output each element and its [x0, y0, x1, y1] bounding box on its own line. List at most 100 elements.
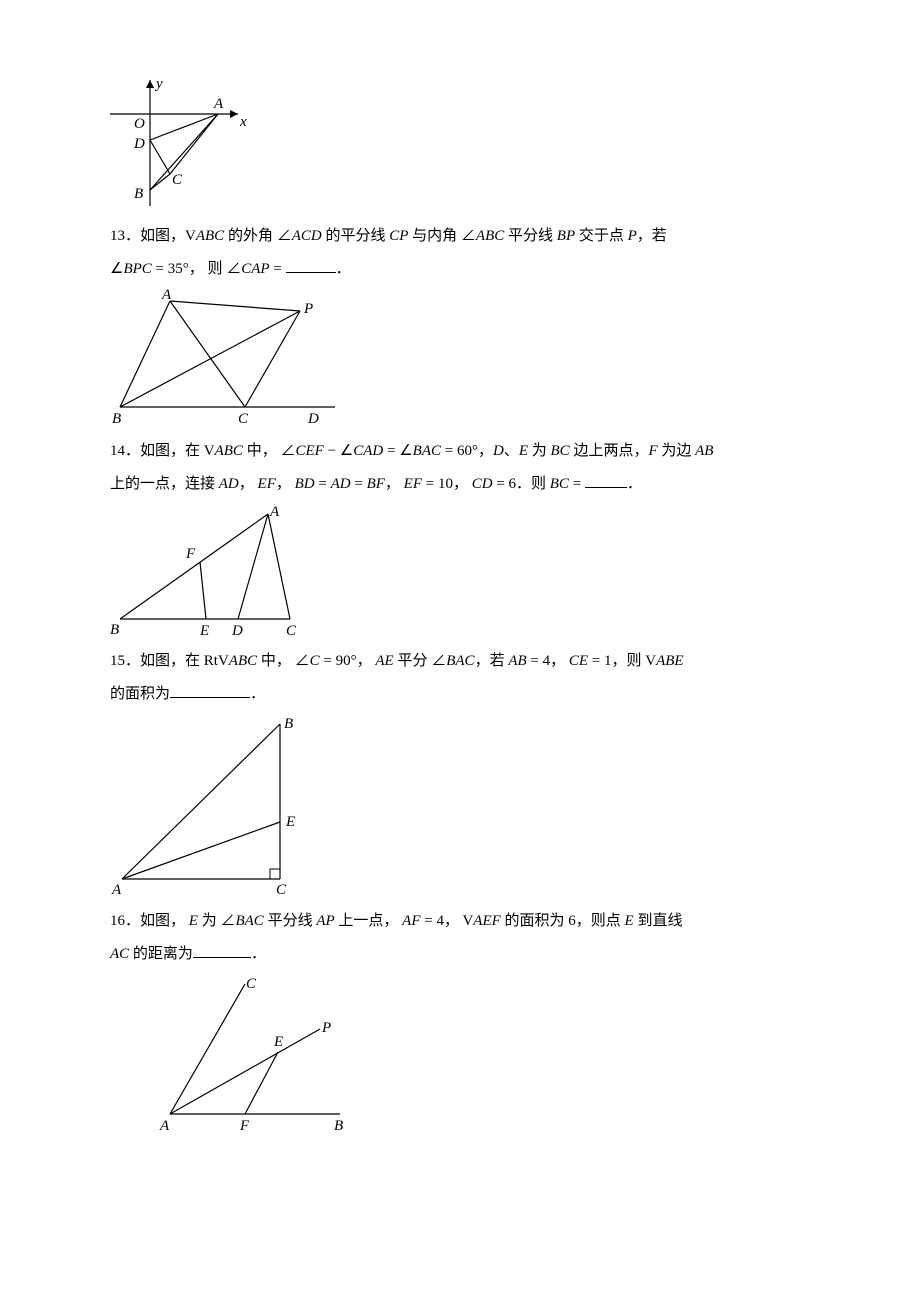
p14-t3: − ∠: [324, 443, 353, 459]
figure-14-svg: A F B E D C: [110, 504, 310, 639]
p15-abc: ABC: [229, 653, 257, 669]
p13-p: P: [628, 228, 637, 244]
p14-bac: BAC: [413, 443, 441, 459]
p13-abc: ABC: [196, 228, 224, 244]
p14-ef: EF: [258, 476, 276, 492]
problem-13: 13．如图，VABC 的外角 ∠ACD 的平分线 CP 与内角 ∠ABC 平分线…: [110, 222, 810, 283]
label-D14: D: [231, 623, 243, 639]
p16-period: ．: [251, 946, 266, 962]
problem-13-line1: 13．如图，VABC 的外角 ∠ACD 的平分线 CP 与内角 ∠ABC 平分线…: [110, 222, 810, 251]
label-C13: C: [238, 411, 249, 427]
p15-abe: ABE: [656, 653, 684, 669]
problem-14-line1: 14．如图，在 VABC 中， ∠CEF − ∠CAD = ∠BAC = 60°…: [110, 437, 810, 466]
p14-l2e: =: [351, 476, 367, 492]
p14-e: E: [519, 443, 528, 459]
p14-l2h: = 6．则: [493, 476, 550, 492]
label-D13: D: [307, 411, 319, 427]
label-P13: P: [303, 301, 313, 317]
p14-l2f: ，: [385, 476, 404, 492]
p13-t1: 如图，V: [140, 228, 196, 244]
label-A12: A: [213, 96, 224, 112]
p14-l2d: =: [315, 476, 331, 492]
p14-t5: = 60°，: [441, 443, 493, 459]
p15-bac: BAC: [446, 653, 474, 669]
p16-t1: 如图，: [140, 913, 189, 929]
p16-t6: 的面积为 6，则点: [501, 913, 625, 929]
p13-t2: 的外角 ∠: [224, 228, 292, 244]
p14-cad: CAD: [353, 443, 383, 459]
p14-t7: 为: [528, 443, 551, 459]
problem-15-line1: 15．如图，在 RtVABC 中， ∠C = 90°， AE 平分 ∠BAC，若…: [110, 647, 810, 676]
p16-bac: BAC: [235, 913, 263, 929]
p14-num: 14．: [110, 443, 140, 459]
p14-period: ．: [627, 476, 642, 492]
p14-bc2: BC: [550, 476, 569, 492]
p15-t4: 平分 ∠: [394, 653, 447, 669]
p14-ad: AD: [219, 476, 239, 492]
p13-t3: 的平分线: [322, 228, 390, 244]
label-y: y: [154, 76, 163, 92]
label-C14: C: [286, 623, 297, 639]
figure-15-svg: B E A C: [110, 714, 310, 899]
label-D12: D: [133, 136, 145, 152]
p14-l2c: ，: [276, 476, 295, 492]
p16-t5: = 4， V: [421, 913, 474, 929]
p16-t4: 上一点，: [335, 913, 403, 929]
problem-16: 16．如图， E 为 ∠BAC 平分线 AP 上一点， AF = 4， VAEF…: [110, 907, 810, 968]
p13-t4: 与内角 ∠: [408, 228, 476, 244]
p13-l2a: ∠: [110, 261, 123, 277]
p16-blank: [193, 942, 251, 958]
p13-l2b: = 35°， 则 ∠: [152, 261, 241, 277]
label-A15: A: [111, 882, 122, 898]
p14-abc: ABC: [215, 443, 243, 459]
p14-ef2: EF: [404, 476, 422, 492]
label-B15: B: [284, 716, 293, 732]
p15-t5: ，若: [475, 653, 509, 669]
p14-t4: = ∠: [383, 443, 412, 459]
p16-af: AF: [402, 913, 420, 929]
p15-l2a: 的面积为: [110, 686, 170, 702]
p15-ce: CE: [569, 653, 588, 669]
figure-16: C E P A F B: [150, 974, 810, 1134]
problem-15: 15．如图，在 RtVABC 中， ∠C = 90°， AE 平分 ∠BAC，若…: [110, 647, 810, 708]
p13-t6: 交于点: [575, 228, 628, 244]
figure-14: A F B E D C: [110, 504, 810, 639]
p14-t1: 如图，在 V: [140, 443, 215, 459]
p14-ab: AB: [695, 443, 713, 459]
p13-acd: ACD: [292, 228, 322, 244]
problem-15-line2: 的面积为 ．: [110, 680, 810, 709]
p15-period: ．: [250, 686, 265, 702]
p15-c: C: [310, 653, 320, 669]
p16-ap: AP: [316, 913, 334, 929]
figure-12: y x O A D C B: [110, 74, 810, 214]
problem-14: 14．如图，在 VABC 中， ∠CEF − ∠CAD = ∠BAC = 60°…: [110, 437, 810, 498]
p14-t2: 中， ∠: [243, 443, 296, 459]
figure-13-svg: A P B C D: [110, 289, 345, 429]
p14-cef: CEF: [295, 443, 323, 459]
p14-f: F: [648, 443, 657, 459]
p15-t6: = 4，: [527, 653, 569, 669]
p15-ae: AE: [375, 653, 393, 669]
p15-t7: = 1，则 V: [588, 653, 656, 669]
label-A14: A: [269, 504, 280, 520]
p14-l2a: 上的一点，连接: [110, 476, 219, 492]
label-E14: E: [199, 623, 209, 639]
p15-t2: 中， ∠: [257, 653, 310, 669]
problem-16-line2: AC 的距离为．: [110, 940, 810, 969]
p15-t1: 如图，在 RtV: [140, 653, 229, 669]
p14-l2b: ，: [239, 476, 258, 492]
label-F14: F: [185, 546, 196, 562]
p15-blank: [170, 682, 250, 698]
problem-13-line2: ∠BPC = 35°， 则 ∠CAP = ．: [110, 255, 810, 284]
p14-t6: 、: [504, 443, 519, 459]
label-A13: A: [161, 289, 172, 303]
label-F16: F: [239, 1118, 250, 1134]
p14-cd: CD: [472, 476, 493, 492]
label-P16: P: [321, 1020, 331, 1036]
p13-l2c: =: [270, 261, 286, 277]
p16-t2: 为 ∠: [198, 913, 236, 929]
label-B13: B: [112, 411, 121, 427]
p15-ab: AB: [508, 653, 526, 669]
p14-bc: BC: [551, 443, 570, 459]
p13-t7: ，若: [637, 228, 667, 244]
